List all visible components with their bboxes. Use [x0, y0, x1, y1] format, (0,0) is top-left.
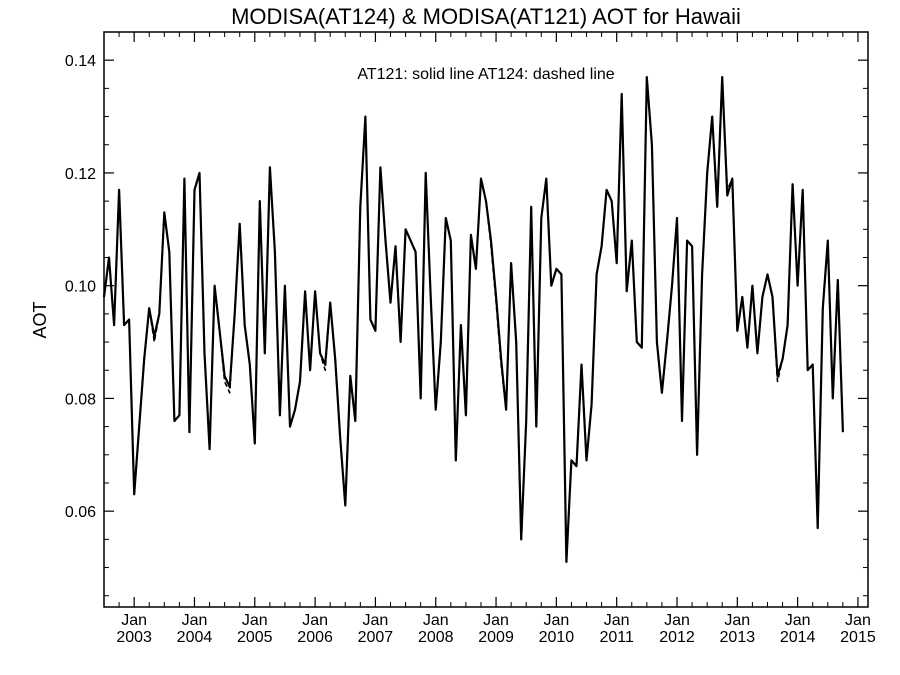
- x-tick-month-label: Jan: [543, 612, 569, 629]
- x-tick-year-label: 2009: [478, 629, 514, 646]
- x-tick-year-label: 2005: [237, 629, 273, 646]
- x-tick-year-label: 2003: [116, 629, 152, 646]
- plot-area-border: [103, 31, 869, 608]
- y-tick-label: 0.12: [65, 166, 96, 183]
- series-line-at124: [103, 76, 844, 563]
- x-tick-year-label: 2004: [177, 629, 213, 646]
- x-axis-ticks: Jan2003Jan2004Jan2005Jan2006Jan2007Jan20…: [103, 32, 876, 646]
- plot-frame: [103, 31, 869, 608]
- y-tick-label: 0.06: [65, 504, 96, 521]
- x-tick-month-label: Jan: [242, 612, 268, 629]
- x-tick-month-label: Jan: [121, 612, 147, 629]
- x-tick-year-label: 2007: [358, 629, 394, 646]
- series-line-at121: [102, 75, 844, 564]
- y-tick-label: 0.08: [65, 391, 96, 408]
- x-tick-month-label: Jan: [785, 612, 811, 629]
- x-tick-year-label: 2010: [539, 629, 575, 646]
- x-tick-month-label: Jan: [845, 612, 871, 629]
- x-tick-month-label: Jan: [604, 612, 630, 629]
- x-tick-year-label: 2011: [599, 629, 634, 646]
- x-tick-year-label: 2012: [659, 629, 695, 646]
- y-tick-label: 0.14: [65, 53, 96, 70]
- x-tick-month-label: Jan: [363, 612, 389, 629]
- x-tick-year-label: 2013: [720, 629, 756, 646]
- x-tick-year-label: 2008: [418, 629, 454, 646]
- series-style-annotation: AT121: solid line AT124: dashed line: [357, 66, 614, 83]
- y-tick-label: 0.10: [65, 279, 96, 296]
- x-tick-year-label: 2006: [297, 629, 333, 646]
- x-tick-month-label: Jan: [483, 612, 509, 629]
- series-layer: [102, 75, 844, 564]
- y-axis-label: AOT: [30, 301, 50, 338]
- x-tick-month-label: Jan: [182, 612, 208, 629]
- x-tick-month-label: Jan: [724, 612, 750, 629]
- x-tick-month-label: Jan: [423, 612, 449, 629]
- y-axis-ticks: 0.06 0.08 0.10 0.12 0.14: [65, 31, 868, 597]
- x-tick-month-label: Jan: [664, 612, 690, 629]
- x-tick-month-label: Jan: [302, 612, 328, 629]
- x-tick-year-label: 2015: [840, 629, 876, 646]
- x-tick-year-label: 2014: [780, 629, 816, 646]
- chart-title: MODISA(AT124) & MODISA(AT121) AOT for Ha…: [231, 4, 741, 29]
